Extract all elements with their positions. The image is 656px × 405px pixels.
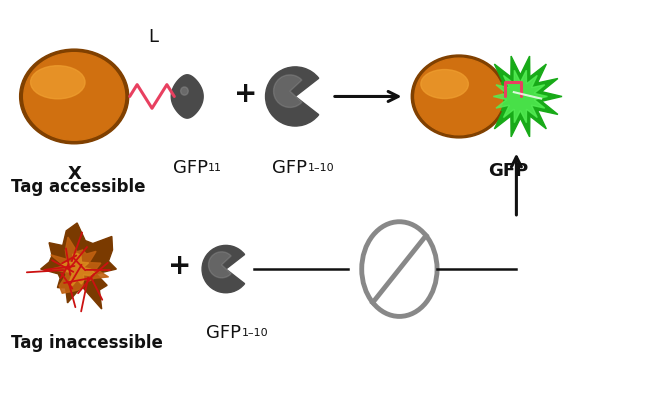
Text: GFP: GFP: [488, 161, 529, 179]
Ellipse shape: [31, 66, 85, 100]
Polygon shape: [41, 224, 116, 309]
Wedge shape: [202, 246, 245, 293]
Polygon shape: [61, 254, 96, 286]
Text: GFP: GFP: [272, 158, 308, 176]
Text: 1–10: 1–10: [308, 162, 335, 172]
Text: +: +: [167, 252, 191, 279]
Text: X: X: [67, 164, 81, 182]
Text: Tag accessible: Tag accessible: [10, 178, 145, 196]
Wedge shape: [274, 76, 302, 108]
Text: +: +: [234, 79, 257, 107]
Polygon shape: [51, 237, 108, 294]
Text: 1–10: 1–10: [242, 328, 268, 337]
Wedge shape: [209, 252, 231, 278]
Ellipse shape: [20, 50, 129, 145]
Ellipse shape: [415, 59, 503, 135]
Ellipse shape: [420, 70, 468, 99]
Text: GFP: GFP: [173, 158, 209, 176]
Text: 11: 11: [208, 162, 222, 172]
Text: GFP: GFP: [206, 324, 241, 341]
Text: L: L: [148, 28, 159, 46]
Wedge shape: [266, 68, 319, 127]
Polygon shape: [171, 76, 203, 119]
Ellipse shape: [180, 88, 188, 96]
Polygon shape: [493, 71, 547, 124]
Ellipse shape: [411, 56, 506, 139]
Ellipse shape: [24, 53, 125, 141]
Text: Tag inaccessible: Tag inaccessible: [10, 333, 163, 351]
Polygon shape: [479, 57, 562, 138]
